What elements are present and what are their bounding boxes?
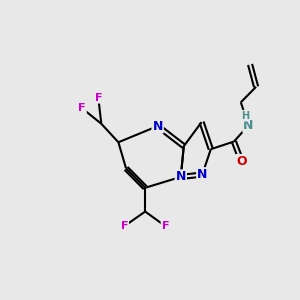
Text: F: F — [162, 221, 169, 231]
Text: F: F — [78, 103, 86, 113]
Text: N: N — [243, 119, 254, 132]
Text: O: O — [236, 155, 247, 168]
Text: H: H — [241, 111, 249, 121]
Text: N: N — [176, 170, 186, 183]
Text: F: F — [121, 221, 128, 231]
Text: N: N — [197, 168, 207, 181]
Text: N: N — [152, 120, 163, 133]
Text: F: F — [94, 93, 102, 103]
